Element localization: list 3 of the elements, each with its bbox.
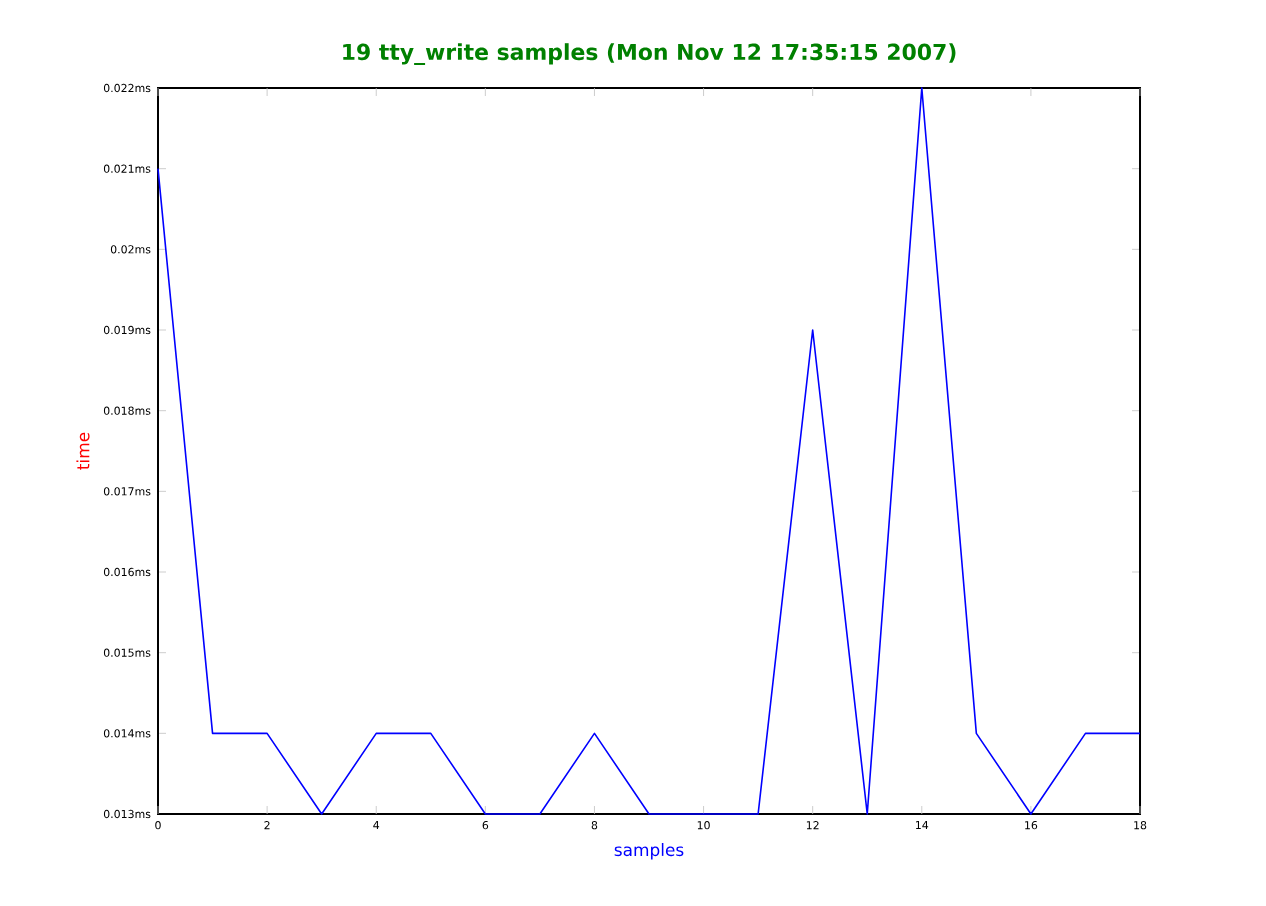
y-axis-title: time [76,432,90,470]
x-axis-title: samples [614,843,684,860]
chart-title: 19 tty_write samples (Mon Nov 12 17:35:15 2007) [343,43,956,66]
